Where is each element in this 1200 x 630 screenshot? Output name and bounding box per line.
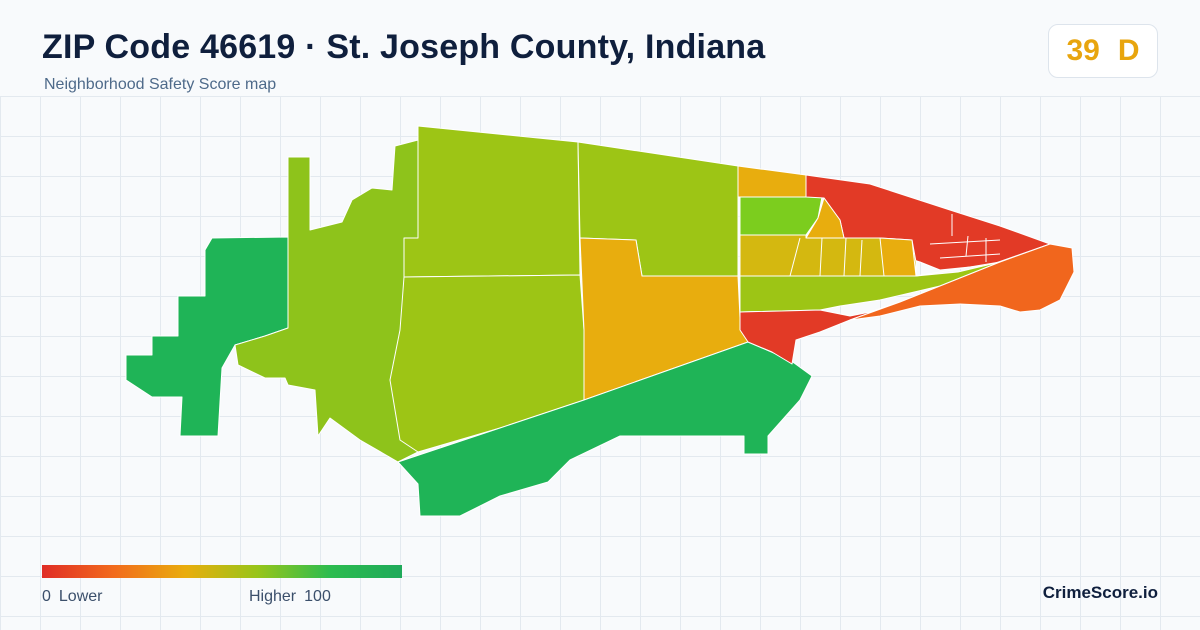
legend-max-text: Higher	[249, 588, 297, 605]
legend-min-text: Lower	[58, 588, 103, 605]
map-region-east-2	[879, 237, 917, 277]
map-region-northeast-1	[737, 165, 807, 198]
map-region-south-1	[389, 274, 585, 453]
map-region-north-1	[403, 125, 581, 278]
safety-score-badge: 39 D	[1048, 24, 1158, 78]
legend-min-value: 0	[42, 588, 51, 605]
brand-logo-text[interactable]: CrimeScore.io	[1042, 583, 1158, 602]
safety-score-grade: D	[1117, 34, 1140, 67]
page-title: ZIP Code 46619 · St. Joseph County, Indi…	[42, 28, 766, 66]
map-region-southeast-1	[739, 301, 901, 365]
legend-max-value: 100	[304, 588, 331, 605]
map-region-west-central	[234, 139, 419, 463]
safety-score-value: 39	[1066, 34, 1100, 67]
legend-color-scale	[42, 565, 402, 578]
map-region-northeast-2	[739, 196, 823, 236]
legend-high-label: Higher 100	[249, 588, 339, 606]
page-subtitle: Neighborhood Safety Score map	[44, 76, 277, 93]
legend-low-label: 0 Lower	[42, 588, 110, 606]
map-region-southeast-2	[849, 243, 1075, 321]
